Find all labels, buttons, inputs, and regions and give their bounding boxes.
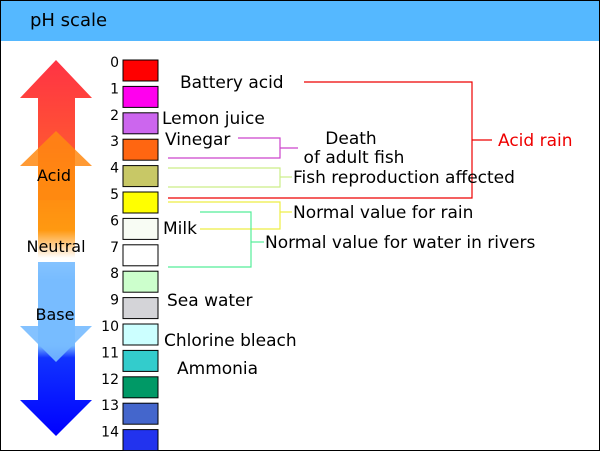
ph-swatch-14 bbox=[122, 429, 159, 451]
ph-number-14: 14 bbox=[101, 425, 119, 441]
label-fish-repro: Fish reproduction affected bbox=[293, 168, 515, 188]
ph-number-3: 3 bbox=[110, 134, 119, 150]
label-battery-acid: Battery acid bbox=[180, 73, 284, 93]
ph-swatch-7 bbox=[122, 244, 159, 267]
ph-number-0: 0 bbox=[110, 55, 119, 71]
ph-number-6: 6 bbox=[110, 213, 119, 229]
ph-swatch-9 bbox=[122, 297, 159, 320]
ph-swatch-13 bbox=[122, 402, 159, 425]
ph-swatch-5 bbox=[122, 191, 159, 214]
title-bar: pH scale bbox=[1, 1, 599, 41]
label-sea-water: Sea water bbox=[167, 291, 253, 311]
acid-arrow-overlap bbox=[20, 131, 92, 200]
ph-swatch-12 bbox=[122, 376, 159, 399]
ph-number-12: 12 bbox=[101, 372, 119, 388]
ph-number-8: 8 bbox=[110, 266, 119, 282]
ph-swatch-2 bbox=[122, 112, 159, 135]
ph-number-4: 4 bbox=[110, 161, 119, 177]
ph-swatch-4 bbox=[122, 165, 159, 188]
label-death-line2: of adult fish bbox=[304, 148, 405, 168]
ph-number-7: 7 bbox=[110, 240, 119, 256]
ph-number-2: 2 bbox=[110, 108, 119, 124]
label-milk: Milk bbox=[163, 219, 197, 239]
ph-swatch-8 bbox=[122, 270, 159, 293]
label-acid-rain: Acid rain bbox=[498, 131, 573, 151]
ph-number-5: 5 bbox=[110, 187, 119, 203]
ph-swatch-11 bbox=[122, 349, 159, 372]
ph-number-1: 1 bbox=[110, 81, 119, 97]
normal-rain-bracket bbox=[168, 201, 281, 230]
ph-number-10: 10 bbox=[101, 319, 119, 335]
label-normal-rain: Normal value for rain bbox=[293, 203, 473, 223]
label-ammonia: Ammonia bbox=[177, 359, 258, 379]
ph-number-11: 11 bbox=[101, 345, 119, 361]
ph-swatch-6 bbox=[122, 217, 159, 240]
page-title: pH scale bbox=[30, 10, 108, 31]
acid-label: Acid bbox=[37, 166, 71, 185]
label-chlorine-bleach: Chlorine bleach bbox=[164, 331, 297, 351]
fish-repro-bracket bbox=[168, 167, 281, 188]
ph-swatch-0 bbox=[122, 59, 159, 82]
label-death-line1: Death bbox=[325, 129, 376, 149]
ph-swatch-10 bbox=[122, 323, 159, 346]
normal-rivers-bracket bbox=[168, 211, 252, 268]
label-lemon-juice: Lemon juice bbox=[162, 109, 265, 129]
ph-number-9: 9 bbox=[110, 293, 119, 309]
ph-swatch-1 bbox=[122, 85, 159, 108]
neutral-label: Neutral bbox=[26, 237, 85, 256]
label-vinegar: Vinegar bbox=[165, 130, 230, 150]
label-normal-rivers: Normal value for water in rivers bbox=[265, 233, 535, 253]
ph-swatch-3 bbox=[122, 138, 159, 161]
base-label: Base bbox=[36, 305, 75, 324]
base-arrow-overlap bbox=[20, 262, 92, 362]
ph-number-13: 13 bbox=[101, 398, 119, 414]
